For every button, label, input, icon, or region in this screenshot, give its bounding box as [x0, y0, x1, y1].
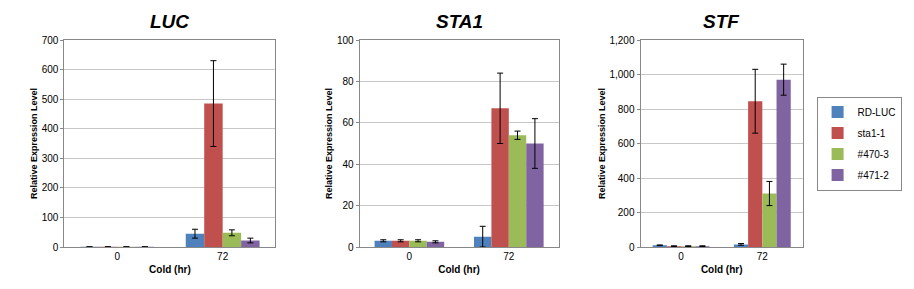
svg-text:#470-3: #470-3	[858, 149, 890, 160]
svg-text:Cold (hr): Cold (hr)	[438, 264, 480, 275]
svg-text:500: 500	[42, 94, 59, 105]
svg-text:STF: STF	[703, 11, 740, 32]
svg-text:72: 72	[757, 251, 769, 262]
svg-text:1,200: 1,200	[609, 35, 634, 46]
svg-text:#471-2: #471-2	[858, 170, 890, 181]
svg-text:STA1: STA1	[436, 11, 483, 32]
svg-text:60: 60	[343, 117, 355, 128]
svg-text:RD-LUC: RD-LUC	[858, 107, 896, 118]
svg-text:0: 0	[407, 251, 413, 262]
svg-text:600: 600	[618, 138, 635, 149]
svg-text:72: 72	[217, 251, 229, 262]
svg-text:400: 400	[42, 123, 59, 134]
svg-text:0: 0	[53, 242, 59, 253]
svg-text:20: 20	[343, 200, 355, 211]
svg-text:700: 700	[42, 35, 59, 46]
svg-text:Relative Expression Level: Relative Expression Level	[597, 88, 607, 199]
svg-text:200: 200	[42, 182, 59, 193]
svg-text:40: 40	[343, 159, 355, 170]
svg-text:Relative Expression Level: Relative Expression Level	[29, 88, 39, 199]
svg-text:0: 0	[114, 251, 120, 262]
svg-text:200: 200	[618, 207, 635, 218]
svg-text:Relative Expression Level: Relative Expression Level	[324, 88, 334, 199]
svg-text:sta1-1: sta1-1	[858, 128, 886, 139]
svg-text:600: 600	[42, 64, 59, 75]
svg-text:LUC: LUC	[150, 11, 189, 32]
svg-text:0: 0	[348, 242, 354, 253]
svg-text:0: 0	[629, 242, 635, 253]
svg-text:100: 100	[42, 212, 59, 223]
svg-text:80: 80	[343, 76, 355, 87]
svg-text:300: 300	[42, 153, 59, 164]
svg-text:0: 0	[678, 251, 684, 262]
svg-text:800: 800	[618, 104, 635, 115]
svg-text:100: 100	[337, 35, 354, 46]
svg-text:1,000: 1,000	[609, 69, 634, 80]
svg-text:Cold (hr): Cold (hr)	[701, 264, 743, 275]
svg-text:72: 72	[503, 251, 515, 262]
svg-text:Cold (hr): Cold (hr)	[149, 264, 191, 275]
svg-text:400: 400	[618, 173, 635, 184]
